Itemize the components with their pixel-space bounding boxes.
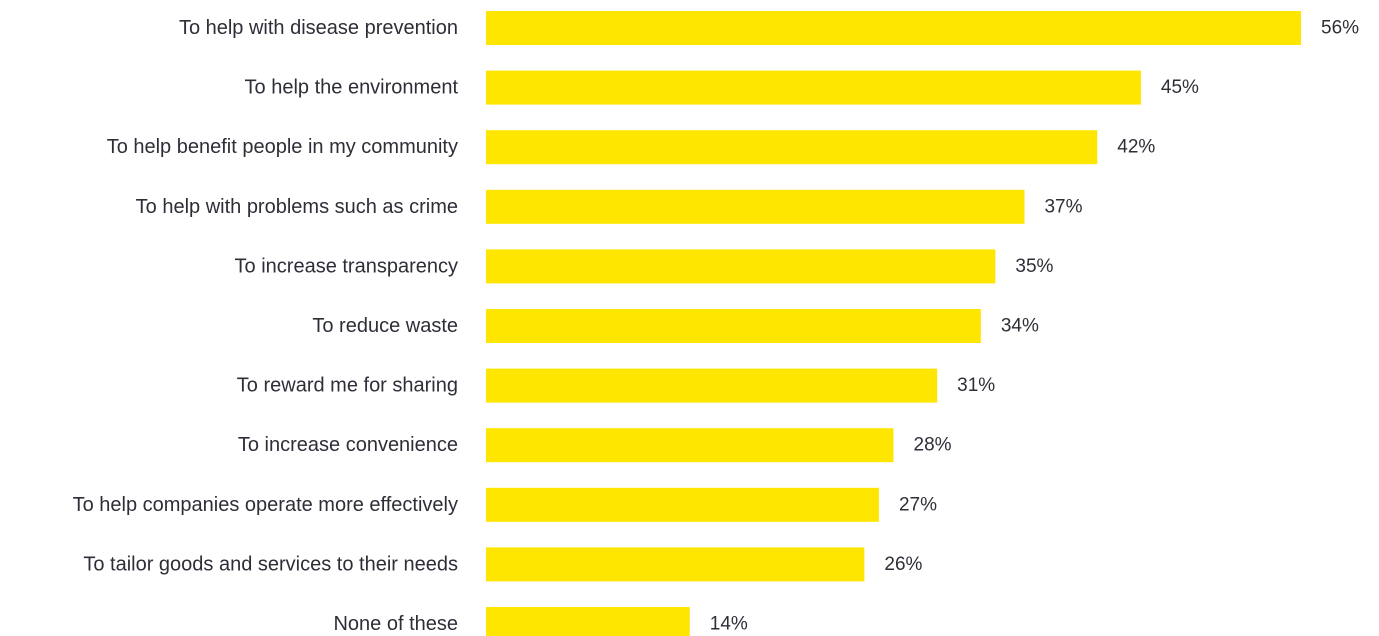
value-label: 45% [1161,77,1199,98]
category-label: To increase convenience [238,434,458,456]
bar [486,487,879,522]
value-label: 42% [1117,137,1155,158]
bar [486,428,894,463]
bar [486,249,996,284]
bar [486,368,938,403]
bar [486,189,1025,224]
category-label: To help benefit people in my community [107,136,458,158]
category-label: To reward me for sharing [237,375,458,397]
value-label: 26% [884,554,922,575]
category-labels: To help with disease prevention To help t… [73,17,459,635]
category-label: To help with problems such as crime [136,196,458,218]
value-label: 27% [899,494,937,515]
value-label: 56% [1321,18,1359,39]
bar [486,70,1141,105]
value-label: 37% [1044,196,1082,217]
value-label: 14% [710,614,748,635]
category-label: None of these [333,613,458,635]
bar [486,11,1301,45]
bar [486,130,1098,165]
bars [486,11,1301,636]
value-label: 28% [914,435,952,456]
value-labels: 56% 45% 42% 37% 35% 34% 31% 28% 27% 26% 14% [710,18,1359,635]
bar [486,309,981,343]
category-label: To help with disease prevention [179,17,458,39]
value-label: 35% [1015,256,1053,277]
category-label: To tailor goods and services to their ne… [83,553,458,575]
category-label: To increase transparency [235,255,458,277]
category-label: To help the environment [245,77,459,99]
bar [486,607,690,636]
value-label: 34% [1001,316,1039,337]
bar [486,547,865,582]
value-label: 31% [957,375,995,396]
category-label: To help companies operate more effective… [73,494,458,516]
category-label: To reduce waste [312,315,458,337]
